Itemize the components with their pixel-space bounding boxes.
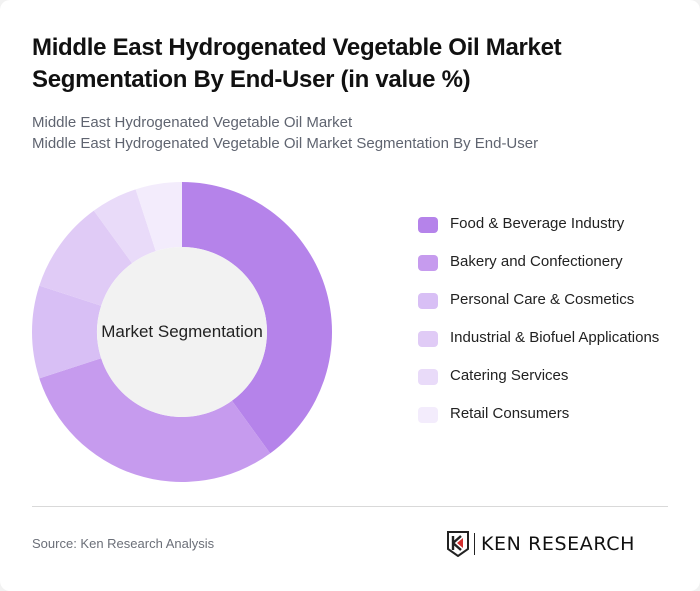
donut-svg [32,182,332,482]
chart-title: Middle East Hydrogenated Vegetable Oil M… [32,34,562,93]
footer-divider [32,506,668,507]
legend-swatch-icon [418,293,438,309]
legend-item: Food & Beverage Industry [418,213,678,235]
legend-swatch-icon [418,369,438,385]
donut-hole [97,247,267,417]
legend-swatch-icon [418,217,438,233]
legend-label: Personal Care & Cosmetics [450,291,635,308]
donut-slice [39,210,133,306]
legend-item: Bakery and Confectionery [418,251,678,273]
subtitle-line-1: Middle East Hydrogenated Vegetable Oil M… [32,114,353,131]
legend-item: Catering Services [418,365,678,387]
legend-item: Retail Consumers [418,403,678,425]
logo-separator [474,533,475,555]
donut-slice [39,358,271,482]
legend-swatch-icon [418,255,438,271]
source-note: Source: Ken Research Analysis [32,536,215,551]
donut-chart: Market Segmentation [32,182,332,482]
subtitle-line-2: Middle East Hydrogenated Vegetable Oil M… [32,135,539,152]
legend-item: Industrial & Biofuel Applications [418,327,678,349]
legend-swatch-icon [418,331,438,347]
legend-swatch-icon [418,407,438,423]
chart-legend: Food & Beverage Industry Bakery and Conf… [418,213,678,441]
chart-subtitle: Middle East Hydrogenated Vegetable Oil M… [32,112,672,154]
donut-slice [32,285,102,379]
donut-slice [93,189,156,264]
legend-item: Personal Care & Cosmetics [418,289,678,311]
logo-text: KEN RESEARCH [481,533,635,555]
legend-label: Retail Consumers [450,405,570,422]
ken-research-logo: KEN RESEARCH [447,531,635,557]
legend-label: Catering Services [450,367,569,384]
legend-label: Industrial & Biofuel Applications [450,329,660,346]
legend-label: Food & Beverage Industry [450,215,625,232]
donut-slice [135,182,182,252]
ken-shield-icon [447,531,469,557]
legend-label: Bakery and Confectionery [450,253,623,270]
donut-slice [182,182,332,454]
